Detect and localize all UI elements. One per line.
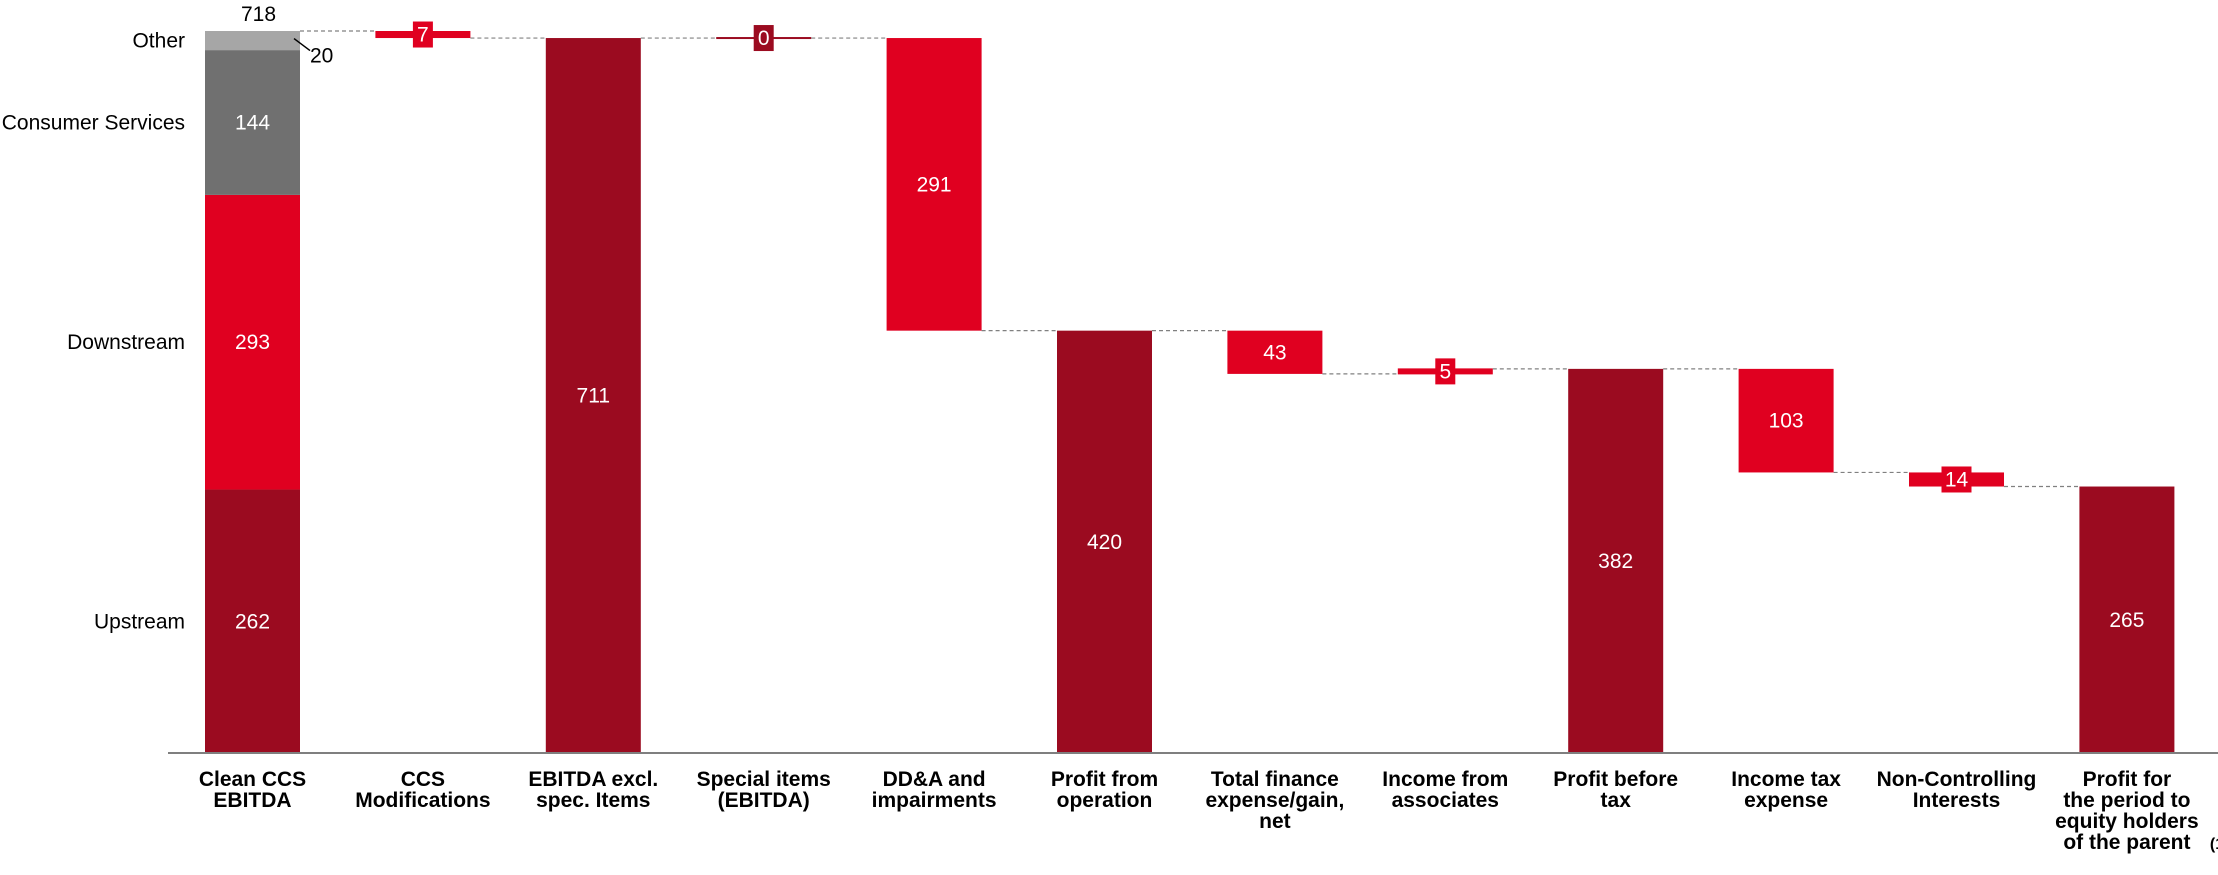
- value-label-total-finance-expense-gain-net: 43: [1263, 341, 1286, 364]
- x-tick-label-clean-ccs-ebitda: Clean CCS EBITDA: [199, 768, 306, 812]
- x-tick-label-non-controlling-interests: Non-Controlling Interests: [1877, 768, 2037, 812]
- bar-profit-for-the-period-to-equity-holders-of-the-parent: [2079, 486, 2175, 753]
- value-label-consumer-services: 144: [235, 112, 270, 135]
- value-box-income-from-associates: [1435, 358, 1456, 385]
- bars-layer: [205, 31, 2175, 753]
- bar-profit-before-tax: [1568, 368, 1664, 753]
- x-tick-label-total-finance-expense-gain-net: Total finance expense/gain, net: [1205, 768, 1344, 833]
- value-label-special-items-ebitda: 0: [758, 27, 770, 50]
- value-box-non-controlling-interests: [1941, 466, 1972, 493]
- value-label-dd-a-and-impairments: 291: [917, 173, 952, 196]
- value-box-ccs-modifications: [412, 21, 433, 48]
- value-label-downstream: 293: [235, 331, 270, 354]
- bar-profit-from-operation: [1057, 330, 1152, 753]
- x-tick-label-ebitda-excl-spec-items: EBITDA excl. spec. Items: [528, 768, 658, 812]
- footnote-marker: (1): [2210, 836, 2218, 853]
- segment-label-consumer-services: Consumer Services: [2, 112, 185, 135]
- value-label-stack-total: 718: [241, 3, 276, 26]
- segment-label-downstream: Downstream: [67, 331, 185, 354]
- value-label-ebitda-excl-spec-items: 711: [577, 385, 610, 408]
- labels-layer: Upstream 262 Downstream 293 Consumer Service…: [2, 3, 2145, 633]
- x-tick-label-income-from-associates: Income from associates: [1382, 768, 1508, 812]
- segment-label-other: Other: [132, 30, 185, 53]
- segment-label-upstream: Upstream: [94, 610, 185, 633]
- bar-other: [205, 31, 300, 51]
- value-label-non-controlling-interests: 14: [1945, 468, 1969, 491]
- value-label-profit-from-operation: 420: [1087, 531, 1122, 554]
- x-tick-label-dd-a-and-impairments: DD&A and impairments: [872, 768, 997, 812]
- bar-dd-a-and-impairments: [886, 38, 982, 331]
- bar-ebitda-excl-spec-items: [545, 38, 641, 753]
- x-tick-label-profit-from-operation: Profit from operation: [1051, 768, 1158, 812]
- value-label-income-from-associates: 5: [1439, 360, 1451, 383]
- value-label-ccs-modifications: 7: [417, 24, 429, 47]
- x-tick-labels: Clean CCS EBITDA CCS Modifications EBITDA ex…: [199, 768, 2218, 854]
- value-label-profit-before-tax: 382: [1598, 550, 1633, 573]
- x-tick-label-ccs-modifications: CCS Modifications: [355, 768, 490, 812]
- value-box-special-items-ebitda: [753, 25, 774, 52]
- x-tick-label-profit-before-tax: Profit before tax: [1553, 768, 1678, 812]
- value-label-profit-for-the-period-to-equity-holders-of-the-parent: 265: [2109, 609, 2144, 632]
- value-label-upstream: 262: [235, 610, 270, 633]
- bar-consumer-services: [205, 50, 300, 195]
- value-label-other: 20: [310, 45, 333, 68]
- x-tick-label-profit-for-the-period-to-equity-holders-of-the-parent: Profit for the period to equity holders of …: [2055, 768, 2199, 854]
- bar-upstream: [205, 489, 300, 753]
- bar-income-tax-expense: [1738, 368, 1834, 473]
- bar-total-finance-expense-gain-net: [1227, 330, 1323, 374]
- bar-downstream: [205, 194, 300, 490]
- x-tick-label-income-tax-expense: Income tax expense: [1731, 768, 1841, 812]
- connector-lines: [300, 30, 2080, 488]
- x-tick-label-special-items-ebitda: Special items (EBITDA): [697, 768, 831, 812]
- value-label-income-tax-expense: 103: [1769, 410, 1804, 433]
- leader-line-other: [293, 37, 311, 52]
